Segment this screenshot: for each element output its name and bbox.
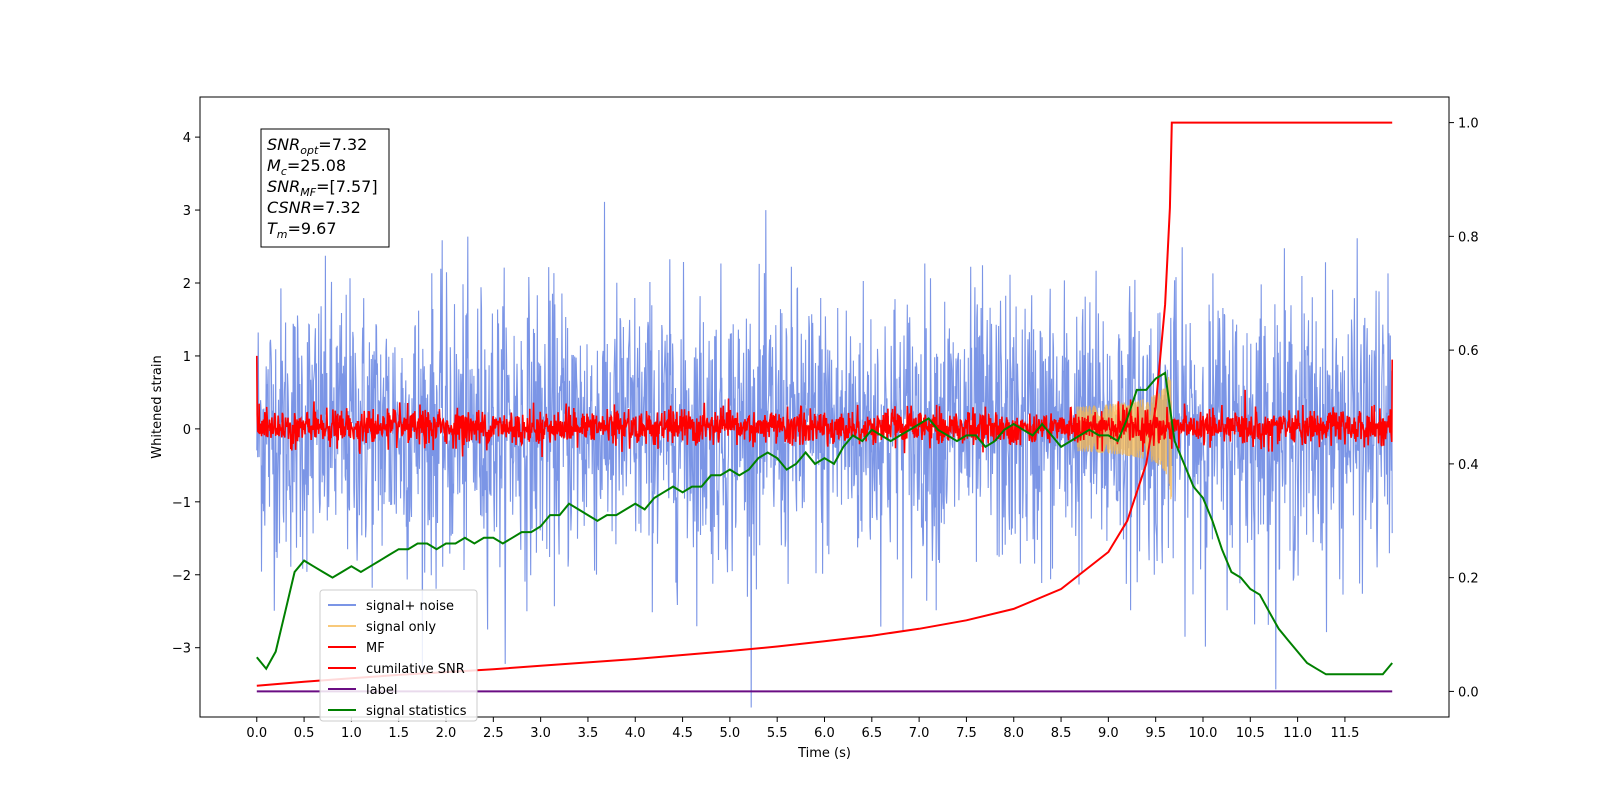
- x-tick-label: 4.5: [672, 726, 693, 741]
- x-tick-label: 10.5: [1236, 726, 1265, 741]
- y-tick-label: 2: [183, 277, 191, 292]
- series-mf: [256, 355, 1393, 458]
- y2-tick-label: 0.8: [1458, 230, 1479, 245]
- annotation-box: SNRopt=7.32Mc=25.08SNRMF=[7.57]CSNR=7.32…: [260, 128, 390, 248]
- y-tick-label: −3: [172, 642, 191, 657]
- y2-tick-label: 0.0: [1458, 685, 1479, 700]
- x-tick-label: 8.5: [1051, 726, 1072, 741]
- x-tick-label: 2.5: [483, 726, 504, 741]
- legend-frame: [319, 589, 478, 722]
- legend-label: signal only: [366, 620, 436, 635]
- legend-label: cumilative SNR: [366, 662, 465, 677]
- legend: signal+ noise signal only MF cumilative SNR…: [319, 589, 478, 722]
- x-tick-label: 1.5: [388, 726, 409, 741]
- annotation-line: Tm=9.67: [267, 219, 337, 241]
- y-tick-label: −2: [172, 569, 191, 584]
- y-axis-label: Whitened strain: [150, 355, 165, 458]
- legend-label: MF: [366, 641, 385, 656]
- x-tick-label: 11.5: [1330, 726, 1359, 741]
- annotation-line: Mc=25.08: [267, 156, 346, 178]
- x-tick-label: 5.5: [767, 726, 788, 741]
- annotation-frame: [260, 128, 390, 248]
- axes-layer: 0.0 0.5 1.0 1.5 2.0 2.5 3.0 3.5 4.0 4.5 5.0 5.5 6.0 6…: [172, 117, 1479, 741]
- x-tick-label: 1.0: [341, 726, 362, 741]
- y2-tick-label: 0.6: [1458, 344, 1479, 359]
- y-tick-label: 0: [183, 423, 191, 438]
- legend-label: signal+ noise: [366, 599, 454, 614]
- x-tick-label: 7.5: [956, 726, 977, 741]
- x-tick-label: 9.5: [1145, 726, 1166, 741]
- x-tick-label: 0.5: [294, 726, 315, 741]
- x-tick-label: 2.0: [436, 726, 457, 741]
- x-tick-label: 7.0: [909, 726, 930, 741]
- legend-label: label: [366, 683, 397, 698]
- x-tick-label: 5.0: [720, 726, 741, 741]
- y2-tick-label: 1.0: [1458, 117, 1479, 132]
- y2-tick-label: 0.2: [1458, 572, 1479, 587]
- x-tick-label: 11.0: [1283, 726, 1312, 741]
- x-tick-label: 3.5: [578, 726, 599, 741]
- x-tick-label: 9.0: [1098, 726, 1119, 741]
- y-tick-label: −1: [172, 496, 191, 511]
- x-tick-label: 4.0: [625, 726, 646, 741]
- x-tick-label: 0.0: [246, 726, 267, 741]
- legend-label: signal statistics: [366, 704, 467, 719]
- annotation-line: SNRopt=7.32: [267, 135, 367, 157]
- x-axis-label: Time (s): [797, 746, 851, 761]
- y-tick-label: 3: [183, 204, 191, 219]
- x-tick-label: 3.0: [530, 726, 551, 741]
- y2-tick-label: 0.4: [1458, 458, 1479, 473]
- annotation-line: SNRMF=[7.57]: [267, 177, 378, 199]
- y-tick-label: 1: [183, 350, 191, 365]
- x-tick-label: 8.0: [1003, 726, 1024, 741]
- series-signal-statistics: [256, 371, 1393, 676]
- y-tick-label: 4: [183, 131, 191, 146]
- x-tick-label: 10.0: [1189, 726, 1218, 741]
- annotation-line: CSNR=7.32: [267, 198, 361, 217]
- x-tick-label: 6.0: [814, 726, 835, 741]
- x-tick-label: 6.5: [861, 726, 882, 741]
